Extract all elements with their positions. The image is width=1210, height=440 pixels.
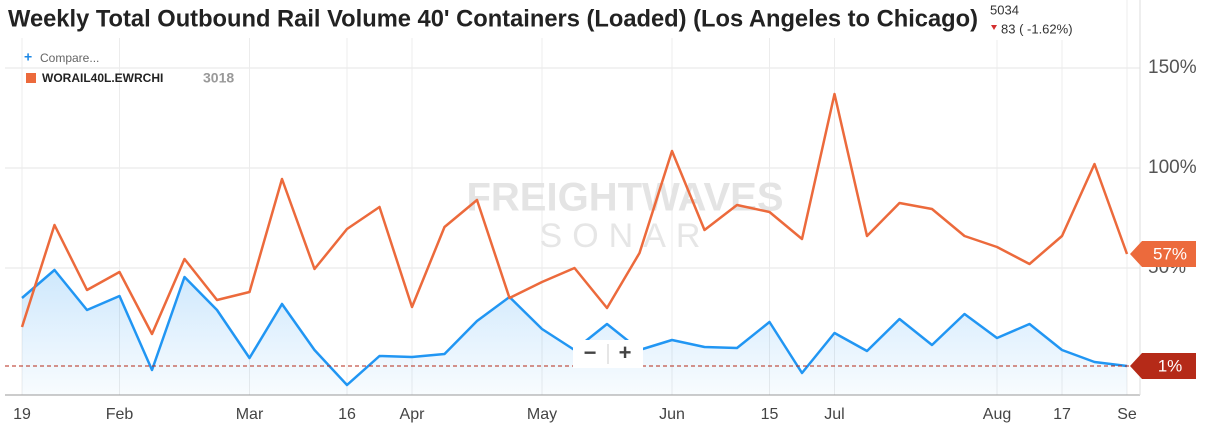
header-bg [985, 0, 1107, 40]
x-tick-label: Aug [983, 406, 1011, 423]
x-tick-label: Jun [659, 406, 685, 423]
chart-title: Weekly Total Outbound Rail Volume 40' Co… [8, 5, 978, 32]
x-tick-label: 17 [1053, 406, 1071, 423]
x-tick-label: 19 [13, 406, 31, 423]
watermark: SONAR [540, 217, 711, 255]
header-value: 5034 [990, 2, 1019, 17]
down-arrow [991, 25, 997, 30]
area [22, 270, 1127, 395]
zoom-in[interactable]: + [619, 340, 632, 365]
x-tick-label: Mar [236, 406, 264, 423]
x-tick-label: Apr [400, 406, 426, 423]
watermark: FREIGHTWAVES [466, 176, 783, 220]
x-tick-label: Feb [106, 406, 134, 423]
legend-label: WORAIL40L.EWRCHI [42, 71, 163, 85]
value-label: 1% [1158, 356, 1183, 375]
title-bg [0, 0, 985, 38]
x-tick-label: 15 [761, 406, 779, 423]
x-tick-label: May [527, 406, 557, 423]
value-label: 57% [1153, 244, 1187, 263]
line [20, 92, 1129, 336]
x-tick-label: Jul [824, 406, 844, 423]
x-tick-label: 16 [338, 406, 356, 423]
legend-value: 3018 [203, 70, 234, 86]
compare-plus[interactable]: + [24, 49, 32, 65]
x-tick-label: Se [1117, 406, 1137, 423]
zoom-out[interactable]: − [584, 340, 597, 365]
y-tick-label: 150% [1148, 57, 1197, 78]
y-tick-label: 100% [1148, 157, 1197, 178]
zoom-controls: − + [573, 340, 643, 368]
value-tag [1130, 353, 1196, 379]
legend-swatch [26, 73, 36, 83]
value-tag [1130, 241, 1196, 267]
compare-link[interactable]: Compare... [40, 51, 99, 65]
header-change: 83 ( -1.62%) [1001, 21, 1073, 36]
